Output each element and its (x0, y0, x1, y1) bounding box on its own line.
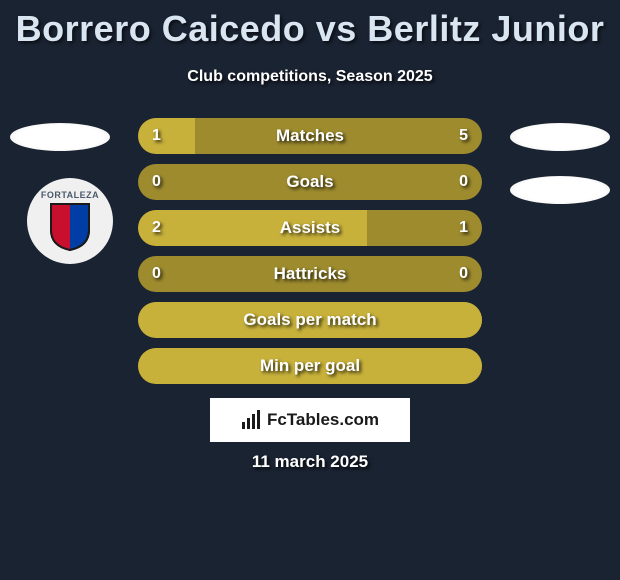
stat-row: Assists2 1 (138, 210, 482, 246)
stat-label: Min per goal (138, 348, 482, 384)
stat-label: Assists (138, 210, 482, 246)
stat-row: Matches1 5 (138, 118, 482, 154)
stat-row: Goals per match (138, 302, 482, 338)
stat-value-left: 0 (152, 256, 161, 292)
stat-value-right: 5 (459, 118, 468, 154)
date-label: 11 march 2025 (0, 452, 620, 472)
stat-value-left: 2 (152, 210, 161, 246)
player-right-badge-placeholder-2 (510, 176, 610, 204)
stat-label: Hattricks (138, 256, 482, 292)
chart-icon (241, 410, 261, 430)
shield-icon (49, 202, 91, 252)
club-crest: FORTALEZA (27, 178, 113, 264)
crest-text: FORTALEZA (41, 190, 99, 200)
page-subtitle: Club competitions, Season 2025 (0, 68, 620, 86)
player-right-badge-placeholder-1 (510, 123, 610, 151)
stat-label: Goals per match (138, 302, 482, 338)
page-title: Borrero Caicedo vs Berlitz Junior (0, 0, 620, 50)
stat-value-right: 0 (459, 164, 468, 200)
stats-container: Matches15Goals00Assists21Hattricks00Goal… (138, 118, 482, 394)
player-left-badge-placeholder (10, 123, 110, 151)
stat-value-left: 1 (152, 118, 161, 154)
branding-text: FcTables.com (267, 410, 379, 430)
branding-badge: FcTables.com (210, 398, 410, 442)
stat-row: Min per goal (138, 348, 482, 384)
stat-value-right: 1 (459, 210, 468, 246)
stat-value-right: 0 (459, 256, 468, 292)
stat-row: Hattricks0 0 (138, 256, 482, 292)
stat-value-left: 0 (152, 164, 161, 200)
stat-label: Matches (138, 118, 482, 154)
stat-label: Goals (138, 164, 482, 200)
stat-row: Goals0 0 (138, 164, 482, 200)
